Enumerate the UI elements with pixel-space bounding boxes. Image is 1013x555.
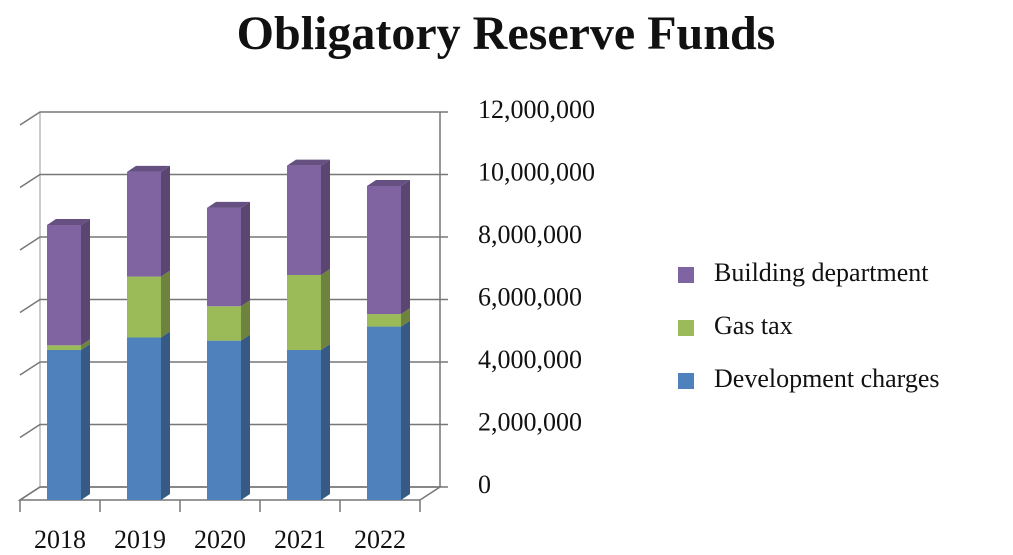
bar-front — [287, 165, 321, 275]
bar-side — [161, 331, 170, 500]
bar-segment — [47, 339, 90, 350]
bar-segment — [367, 179, 410, 315]
legend-swatch — [678, 320, 694, 336]
bar-segment — [367, 308, 410, 327]
bar-side — [401, 308, 410, 327]
bar-front — [47, 350, 81, 500]
bar-side — [241, 300, 250, 341]
bar-segment — [367, 320, 410, 500]
bar-side — [241, 334, 250, 500]
bar-side — [161, 165, 170, 277]
bar-front — [287, 275, 321, 350]
legend-label: Gas tax — [714, 311, 793, 340]
x-tick-label: 2019 — [114, 525, 166, 554]
bar-top — [207, 201, 250, 208]
bar-side — [241, 201, 250, 307]
bar-side — [321, 159, 330, 275]
x-tick-label: 2021 — [274, 525, 326, 554]
bar-top — [367, 179, 410, 186]
y-tick-label: 6,000,000 — [478, 282, 582, 311]
bar-front — [127, 276, 161, 338]
bar-front — [127, 171, 161, 277]
bar-segment — [47, 219, 90, 346]
bar-side — [321, 269, 330, 350]
bar-top — [127, 165, 170, 172]
legend-label: Development charges — [714, 364, 940, 393]
bar-front — [367, 185, 401, 315]
bar-front — [287, 350, 321, 500]
bar-side — [161, 270, 170, 338]
bar-front — [207, 207, 241, 307]
bar-front — [367, 326, 401, 500]
y-tick-label: 2,000,000 — [478, 407, 582, 436]
legend-label: Building department — [714, 258, 929, 287]
y-tick-label: 8,000,000 — [478, 220, 582, 249]
bar-front — [127, 337, 161, 500]
y-tick-label: 4,000,000 — [478, 345, 582, 374]
y-tick-label: 12,000,000 — [478, 95, 595, 124]
bar-segment — [127, 270, 170, 338]
legend-swatch — [678, 267, 694, 283]
bar-side — [321, 344, 330, 500]
bar-top — [287, 159, 330, 166]
bar-side — [81, 219, 90, 346]
bar-top — [47, 219, 90, 225]
bar-segment — [207, 300, 250, 341]
bar-side — [81, 339, 90, 350]
bar-segment — [47, 344, 90, 500]
x-tick-label: 2018 — [34, 525, 86, 554]
bar-front — [207, 306, 241, 341]
bar-front — [47, 345, 81, 350]
x-tick-label: 2022 — [354, 525, 406, 554]
bar-segment — [207, 334, 250, 500]
bar-segment — [127, 165, 170, 277]
bar-segment — [287, 159, 330, 275]
bar-side — [401, 320, 410, 500]
bar-segment — [127, 331, 170, 500]
legend-swatch — [678, 373, 694, 389]
bar-segment — [287, 344, 330, 500]
bar-front — [367, 314, 401, 327]
bar-segment — [287, 269, 330, 350]
grid-line — [19, 111, 440, 126]
y-tick-label: 10,000,000 — [478, 157, 595, 186]
bar-front — [207, 340, 241, 500]
bar-front — [47, 225, 81, 346]
x-tick-label: 2020 — [194, 525, 246, 554]
bar-side — [401, 179, 410, 315]
chart-title: Obligatory Reserve Funds — [237, 7, 776, 60]
bar-side — [81, 344, 90, 500]
bar-segment — [207, 201, 250, 307]
y-tick-label: 0 — [478, 470, 491, 499]
